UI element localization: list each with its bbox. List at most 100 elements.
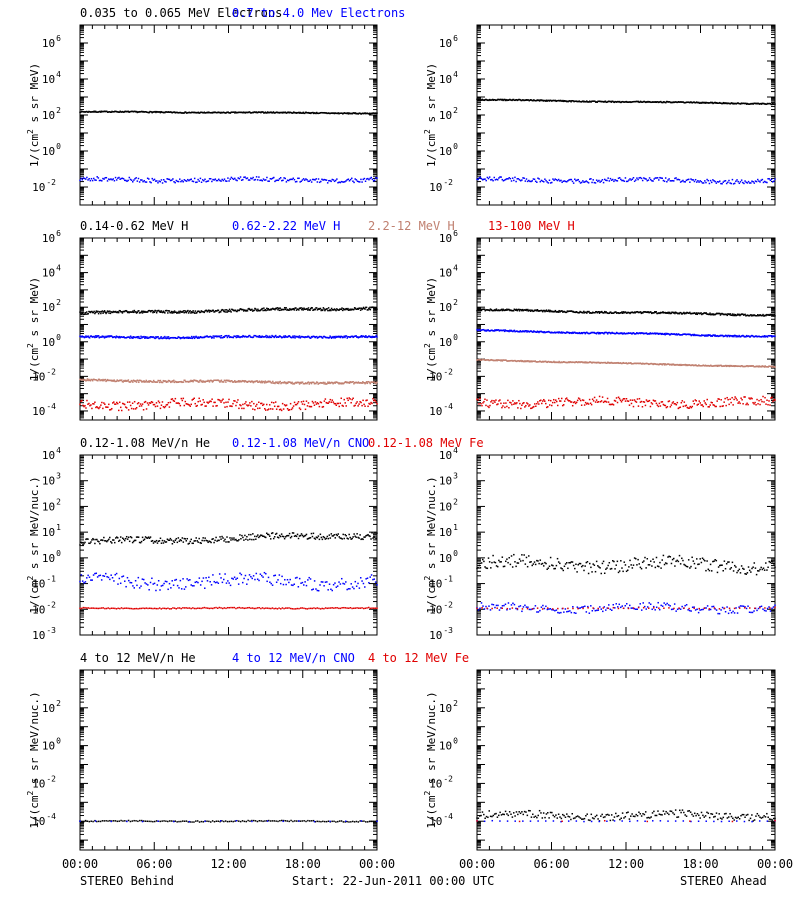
data-point <box>344 180 346 183</box>
data-point <box>136 402 139 405</box>
data-point <box>733 313 735 316</box>
data-point <box>258 176 260 178</box>
data-point <box>90 177 93 180</box>
data-point <box>722 101 725 104</box>
data-point <box>375 382 378 385</box>
data-point <box>213 401 215 404</box>
data-point <box>95 179 97 181</box>
data-point <box>107 178 110 180</box>
data-point <box>275 179 277 182</box>
data-point <box>219 311 222 313</box>
data-point <box>326 308 328 310</box>
data-point <box>637 100 640 103</box>
data-point <box>187 403 190 406</box>
data-point <box>374 335 377 338</box>
data-point <box>528 179 530 182</box>
data-point <box>479 308 482 311</box>
data-point <box>121 312 124 314</box>
data-point <box>251 381 254 383</box>
data-point <box>562 99 564 102</box>
data-point <box>301 307 304 310</box>
data-point <box>228 334 230 337</box>
data-point <box>535 331 538 334</box>
data-point <box>578 311 581 314</box>
data-point <box>307 335 310 338</box>
data-point <box>668 311 671 314</box>
data-point <box>513 179 515 182</box>
data-point <box>668 312 670 315</box>
data-point <box>696 313 699 316</box>
data-point <box>185 403 188 405</box>
data-point <box>315 382 317 385</box>
data-point <box>161 337 164 340</box>
data-point <box>203 179 205 182</box>
data-point <box>327 309 329 312</box>
data-point <box>123 179 126 182</box>
data-point <box>661 364 663 366</box>
data-point <box>769 179 772 182</box>
data-point <box>719 314 722 316</box>
data-point <box>369 177 371 180</box>
data-point <box>291 407 294 409</box>
data-point <box>123 403 126 406</box>
data-point <box>238 309 241 312</box>
y-tick-label: 100 <box>42 333 61 349</box>
data-point <box>682 179 684 182</box>
data-point <box>364 382 366 385</box>
data-point <box>621 332 623 334</box>
data-point <box>196 311 198 314</box>
data-point <box>762 313 764 316</box>
data-point <box>220 401 222 403</box>
data-point <box>675 333 678 335</box>
data-point <box>106 379 108 382</box>
data-point <box>192 310 194 312</box>
data-point <box>765 181 767 183</box>
data-point <box>612 178 614 181</box>
data-point <box>748 182 751 184</box>
data-point <box>79 179 81 182</box>
data-point <box>774 335 776 338</box>
data-point <box>299 408 302 411</box>
data-point <box>261 307 264 310</box>
data-point <box>265 179 267 181</box>
data-point <box>246 310 249 312</box>
data-point <box>662 363 665 365</box>
data-point <box>664 333 666 336</box>
data-point <box>538 178 540 180</box>
data-point <box>276 307 279 309</box>
data-point <box>355 179 358 181</box>
data-point <box>128 176 131 179</box>
data-point <box>693 180 696 183</box>
data-point <box>545 99 548 102</box>
data-point <box>587 182 590 184</box>
data-point <box>670 312 672 315</box>
data-point <box>146 177 149 180</box>
data-point <box>134 408 137 410</box>
data-point <box>370 335 372 338</box>
data-point <box>115 179 118 181</box>
data-point <box>169 179 172 182</box>
data-point <box>304 179 306 181</box>
data-point <box>370 401 372 404</box>
data-point <box>649 178 652 181</box>
data-point <box>511 177 514 179</box>
data-point <box>714 334 717 336</box>
data-point <box>226 180 228 182</box>
data-point <box>298 335 301 337</box>
data-point <box>317 402 320 405</box>
data-point <box>713 180 715 182</box>
data-point <box>151 401 154 404</box>
data-point <box>262 404 264 407</box>
data-point <box>605 311 607 313</box>
data-point <box>570 101 572 103</box>
data-point <box>608 180 611 182</box>
data-point <box>108 312 110 314</box>
data-point <box>94 335 97 337</box>
data-point <box>173 400 176 403</box>
data-point <box>518 310 521 312</box>
data-point <box>555 178 558 181</box>
data-point <box>332 401 335 403</box>
data-point <box>369 403 371 405</box>
data-point <box>144 337 146 339</box>
data-point <box>557 361 560 364</box>
